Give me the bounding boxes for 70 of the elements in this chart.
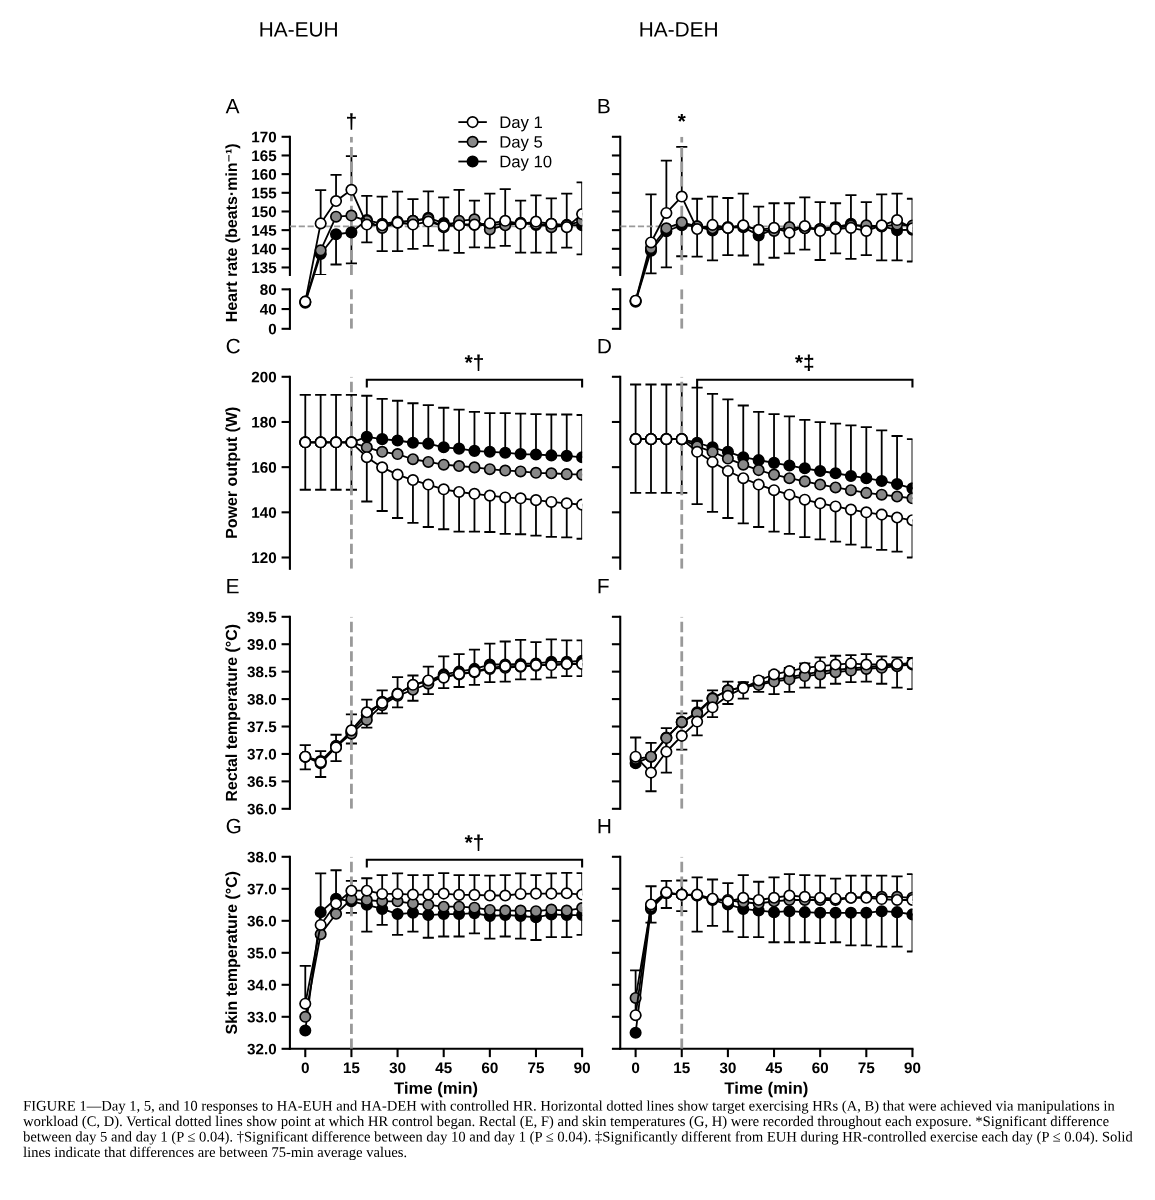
- y-tick-label: 0: [268, 323, 277, 335]
- x-tick-label: 30: [719, 1062, 736, 1074]
- y-tick-label: 140: [252, 507, 277, 519]
- chart-title: H: [598, 818, 611, 834]
- chart-title: F: [598, 578, 609, 594]
- x-tick-label: 60: [481, 1062, 498, 1074]
- y-tick-label: 200: [251, 371, 277, 383]
- chart-title: D: [598, 338, 611, 354]
- text: *‡: [795, 354, 814, 372]
- y-tick-label: 36.0: [247, 915, 277, 927]
- y-tick-label: 37.0: [247, 883, 277, 895]
- y-tick-label: 37.0: [247, 748, 277, 760]
- y-tick-label: 40: [259, 303, 277, 315]
- y-tick-label: 160: [252, 462, 277, 473]
- y-tick-label: 36.0: [247, 803, 277, 815]
- x-tick-label: 15: [674, 1062, 690, 1074]
- y-tick-label: 145: [252, 225, 277, 236]
- x-tick-label: 45: [765, 1062, 783, 1074]
- chart-subtitle: HA-EUH: [260, 22, 337, 37]
- y-tick-label: 120: [252, 552, 277, 564]
- x-axis-title: Time (min): [724, 1081, 808, 1098]
- chart-title: A: [225, 98, 240, 114]
- y-tick-label: 37.5: [247, 721, 277, 733]
- text: *†: [464, 354, 483, 371]
- chart-title: E: [227, 578, 239, 594]
- chart-subtitle: HA-DEH: [640, 22, 717, 37]
- chart-title: C: [226, 338, 240, 354]
- y-tick-label: 135: [252, 262, 277, 274]
- x-tick-label: 90: [574, 1062, 590, 1074]
- x-tick-label: 60: [812, 1062, 829, 1074]
- y-tick-label: 38.5: [247, 666, 277, 678]
- y-axis-title: Heart rate (beats·min⁻¹): [225, 144, 241, 322]
- y-tick-label: 33.0: [247, 1011, 277, 1023]
- y-tick-label: 38.0: [247, 851, 277, 863]
- y-tick-label: 36.5: [247, 776, 277, 788]
- x-tick-label: 0: [301, 1062, 309, 1074]
- x-tick-label: 75: [858, 1062, 875, 1074]
- legend-label: Day 10: [500, 155, 552, 171]
- y-tick-label: 34.0: [247, 979, 277, 991]
- ref-line-label: †: [347, 113, 356, 130]
- chart-title: G: [226, 818, 241, 834]
- x-axis-title: Time (min): [394, 1081, 478, 1098]
- x-tick-label: 0: [631, 1062, 640, 1074]
- x-tick-label: 75: [528, 1062, 545, 1074]
- legend-label: Day 5: [500, 136, 543, 152]
- y-tick-label: 150: [252, 206, 277, 218]
- y-tick-label: 160: [252, 169, 277, 180]
- x-tick-label: 45: [435, 1062, 452, 1074]
- y-axis-title: Power output (W): [225, 407, 241, 538]
- y-axis-title: Rectal temperature (°C): [225, 624, 241, 801]
- y-tick-label: 80: [260, 284, 277, 296]
- y-tick-label: 38.0: [247, 693, 277, 705]
- y-tick-label: 155: [252, 187, 277, 199]
- caption: FIGURE 1—Day 1, 5, and 10 responses to HA-EUH and HA-DEH with controlled HR. Horizontal dotted lines show target exercising HRs (A, B) that were achieved via manipulations in workload (C, D). Vertical dotted lines show point at which HR control began. Rectal (E, F) and skin temperatures (G, H) were recorded throughout each exposure. *Significant difference between day 5 and day 1 (P ≤ 0.04). †Significant difference between day 10 and day 1 (P ≤ 0.04). ‡Significantly different from EUH during HR-controlled exercise each day (P ≤ 0.04). Solid lines indicate that differences are between 75-min average values.: [23, 1100, 1133, 1161]
- y-tick-label: 35.0: [247, 947, 277, 959]
- chart-title: B: [598, 98, 610, 114]
- y-axis-title: Skin temperature (°C): [225, 871, 241, 1035]
- x-tick-label: 90: [904, 1062, 921, 1074]
- text: *†: [464, 834, 483, 851]
- y-tick-label: 180: [252, 416, 277, 428]
- y-tick-label: 170: [252, 131, 277, 143]
- y-tick-label: 32.0: [247, 1043, 277, 1055]
- y-tick-label: 140: [252, 243, 277, 255]
- y-tick-label: 165: [252, 150, 277, 162]
- ref-line-label: *: [677, 114, 686, 122]
- legend-label: Day 1: [500, 116, 542, 132]
- y-tick-label: 39.0: [247, 639, 277, 650]
- x-tick-label: 30: [389, 1062, 406, 1074]
- y-tick-label: 39.5: [247, 611, 277, 623]
- x-tick-label: 15: [343, 1062, 360, 1074]
